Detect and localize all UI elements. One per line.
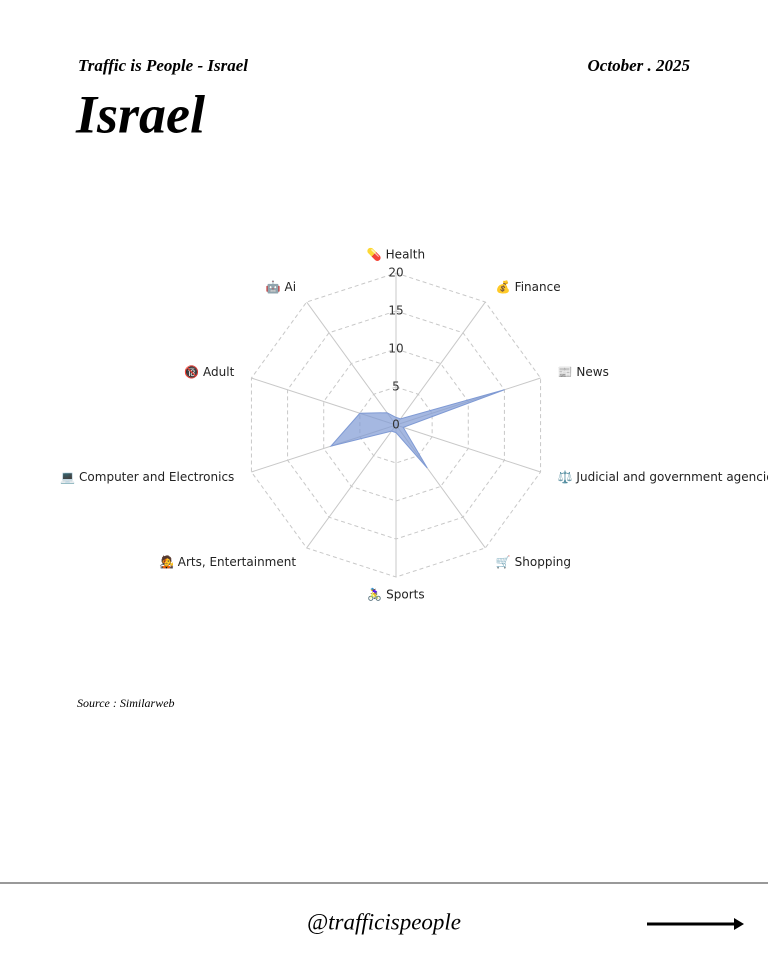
data-area xyxy=(329,389,505,469)
r-tick-label: 20 xyxy=(388,266,403,280)
category-label: ⚖️ Judicial and government agencies xyxy=(558,470,768,484)
category-label: 💻 Computer and Electronics xyxy=(60,470,234,484)
next-arrow[interactable] xyxy=(647,918,744,930)
radial-axis xyxy=(306,424,397,549)
radial-axis xyxy=(395,424,541,473)
radial-axis xyxy=(306,301,397,426)
handle: @trafficispeople xyxy=(307,909,461,934)
radial-axis xyxy=(395,301,486,426)
category-label: 🧑‍🎤 Arts, Entertainment xyxy=(159,554,296,569)
r-tick-label: 5 xyxy=(392,380,400,394)
date: October . 2025 xyxy=(588,56,691,75)
category-label: 🤖 Ai xyxy=(266,280,296,294)
subtitle: Traffic is People - Israel xyxy=(78,56,248,75)
category-label: 🔞 Adult xyxy=(184,365,234,379)
category-label: 🚴‍♀️ Sports xyxy=(367,588,424,602)
category-label: 💊 Health xyxy=(367,247,425,262)
r-tick-label: 15 xyxy=(388,304,403,318)
category-label: 💰 Finance xyxy=(496,280,561,294)
title: Israel xyxy=(75,84,205,144)
category-label: 📰 News xyxy=(558,365,609,379)
r-tick-label: 10 xyxy=(388,342,403,356)
r-tick-label: 0 xyxy=(392,418,400,432)
radar-chart: 0 5 10 15 20 💊 Health 💰 Finance 📰 News ⚖️ Judici… xyxy=(60,247,768,602)
source: Source : Similarweb xyxy=(77,696,175,710)
category-label: 🛒 Shopping xyxy=(496,555,571,569)
